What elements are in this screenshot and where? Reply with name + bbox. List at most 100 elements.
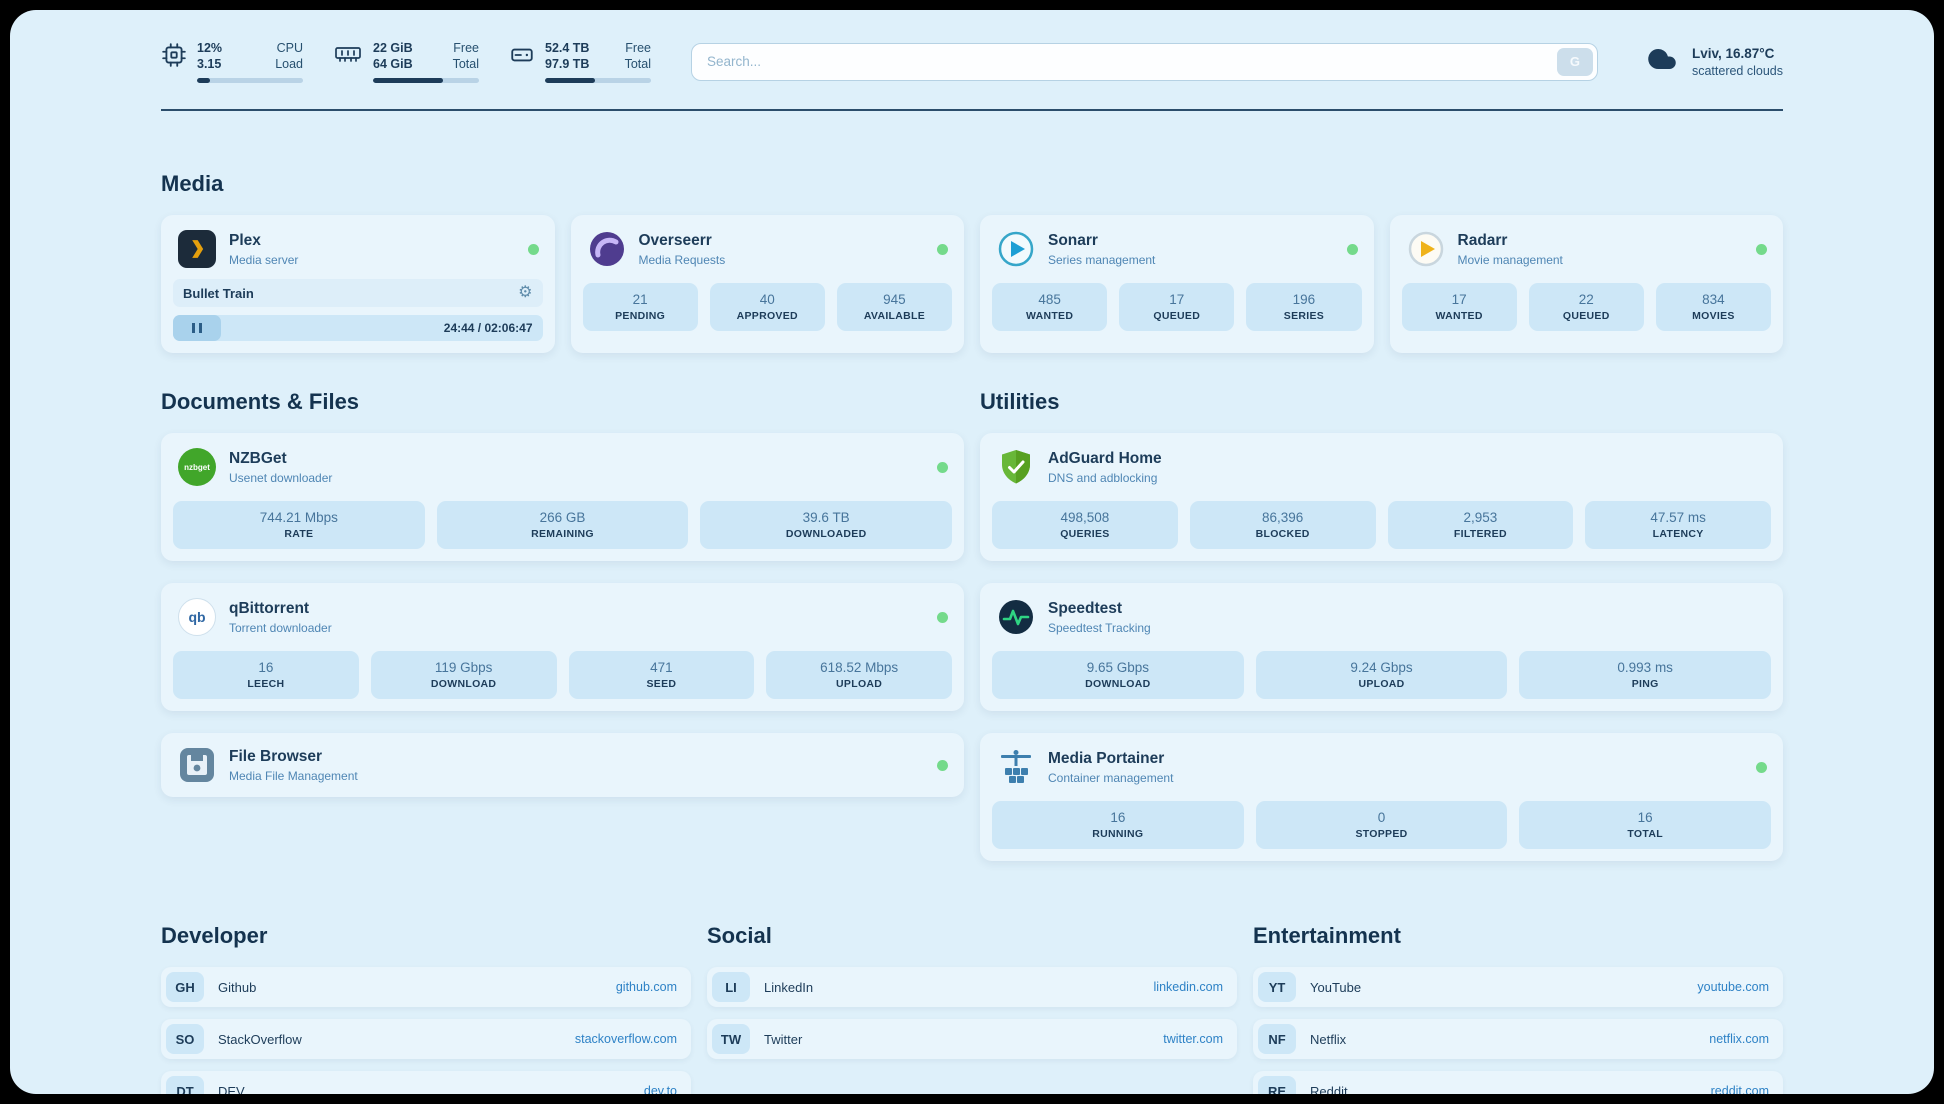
gear-icon[interactable]: ⚙	[518, 284, 533, 301]
card-radarr[interactable]: Radarr Movie management 17 WANTED 22 QUEUE…	[1389, 215, 1783, 353]
status-dot	[937, 759, 948, 771]
ram-metric: 22 GiB Free 64 GiB Total	[333, 40, 479, 83]
section-developer: Developer GH Github github.com SO StackO…	[161, 923, 691, 1094]
cpu-usage-label: CPU	[276, 41, 303, 55]
section-social: Social LI LinkedIn linkedin.com TW Twitt…	[707, 923, 1237, 1094]
stat-download: 9.65 Gbps DOWNLOAD	[992, 651, 1244, 699]
stat-filtered: 2,953 FILTERED	[1387, 501, 1574, 549]
service-subtitle: Movie management	[1457, 252, 1563, 267]
speedtest-icon	[996, 597, 1036, 637]
now-playing-title: Bullet Train	[183, 285, 254, 301]
ram-total-label: Total	[452, 57, 479, 71]
reddit-icon: RE	[1258, 1076, 1296, 1094]
portainer-icon	[996, 747, 1036, 787]
stat-wanted: 485 WANTED	[992, 283, 1108, 331]
bookmark-linkedin[interactable]: LI LinkedIn linkedin.com	[707, 967, 1237, 1007]
stat-total: 16 TOTAL	[1519, 801, 1772, 849]
service-name: Overseerr	[638, 231, 712, 249]
stat-downloaded: 39.6 TB DOWNLOADED	[700, 501, 953, 549]
radarr-icon	[1406, 229, 1446, 269]
card-nzbget[interactable]: nzbget NZBGet Usenet downloader 744.21 M…	[161, 433, 964, 561]
status-dot	[1756, 761, 1767, 773]
bookmark-stackoverflow[interactable]: SO StackOverflow stackoverflow.com	[161, 1019, 691, 1059]
disk-progress-bar	[545, 78, 651, 83]
card-filebrowser[interactable]: File Browser Media File Management	[161, 733, 964, 797]
playback-progress-bar[interactable]: 24:44 / 02:06:47	[173, 315, 543, 341]
stat-series: 196 SERIES	[1246, 283, 1362, 331]
stat-upload: 618.52 Mbps UPLOAD	[766, 651, 952, 699]
pause-button[interactable]	[173, 315, 221, 341]
stat-queued: 17 QUEUED	[1119, 283, 1235, 331]
stat-leech: 16 LEECH	[173, 651, 359, 699]
status-dot	[937, 243, 948, 255]
entertainment-section-title: Entertainment	[1253, 923, 1401, 948]
search-bar: G	[691, 42, 1598, 81]
bookmark-twitter[interactable]: TW Twitter twitter.com	[707, 1019, 1237, 1059]
service-name: Speedtest	[1048, 599, 1123, 617]
service-subtitle: DNS and adblocking	[1048, 470, 1158, 485]
stat-blocked: 86,396 BLOCKED	[1189, 501, 1376, 549]
card-qbittorrent[interactable]: qb qBittorrent Torrent downloader 16 LEEC…	[161, 583, 964, 711]
service-subtitle: Media Requests	[638, 252, 726, 267]
documents-section-title: Documents & Files	[161, 389, 360, 414]
service-name: Sonarr	[1048, 231, 1098, 249]
search-engine-button[interactable]: G	[1556, 47, 1593, 76]
utilities-section-title: Utilities	[980, 389, 1060, 414]
stat-stopped: 0 STOPPED	[1255, 801, 1508, 849]
adguard-icon	[996, 447, 1036, 487]
stat-queries: 498,508 QUERIES	[992, 501, 1178, 549]
disk-free-value: 52.4 TB	[545, 41, 590, 55]
cpu-progress-bar	[197, 78, 303, 83]
card-sonarr[interactable]: Sonarr Series management 485 WANTED 17 QUE…	[980, 215, 1374, 353]
section-utilities: Utilities AdGuard Home	[980, 389, 1783, 861]
service-subtitle: Media server	[229, 252, 299, 267]
service-subtitle: Container management	[1048, 770, 1174, 785]
service-subtitle: Speedtest Tracking	[1048, 620, 1151, 635]
service-name: Radarr	[1457, 231, 1508, 249]
plex-now-playing: Bullet Train ⚙ 24:44 / 02:06:47	[161, 279, 555, 353]
service-name: NZBGet	[229, 449, 287, 467]
search-input[interactable]	[691, 42, 1598, 81]
social-section-title: Social	[707, 923, 772, 948]
disk-icon	[509, 42, 535, 73]
bookmark-youtube[interactable]: YT YouTube youtube.com	[1253, 967, 1783, 1007]
disk-total-label: Total	[624, 57, 651, 71]
playback-time: 24:44 / 02:06:47	[443, 321, 533, 335]
bookmark-github[interactable]: GH Github github.com	[161, 967, 691, 1007]
bookmark-netflix[interactable]: NF Netflix netflix.com	[1253, 1019, 1783, 1059]
disk-metric: 52.4 TB Free 97.9 TB Total	[509, 40, 651, 83]
card-portainer[interactable]: Media Portainer Container management 16 R…	[980, 733, 1783, 861]
stat-available: 945 AVAILABLE	[836, 283, 953, 331]
media-section-title: Media	[161, 171, 224, 196]
youtube-icon: YT	[1258, 972, 1296, 1002]
bookmark-reddit[interactable]: RE Reddit reddit.com	[1253, 1071, 1783, 1094]
stat-latency: 47.57 ms LATENCY	[1585, 501, 1771, 549]
card-speedtest[interactable]: Speedtest Speedtest Tracking 9.65 Gbps DO…	[980, 583, 1783, 711]
ram-free-label: Free	[453, 41, 479, 55]
service-subtitle: Series management	[1048, 252, 1156, 267]
stat-approved: 40 APPROVED	[709, 283, 825, 331]
cpu-usage-value: 12%	[197, 41, 223, 55]
section-entertainment: Entertainment YT YouTube youtube.com NF …	[1253, 923, 1783, 1094]
card-overseerr[interactable]: Overseerr Media Requests 21 PENDING 40 APP…	[570, 215, 964, 353]
card-adguard[interactable]: AdGuard Home DNS and adblocking 498,508 Q…	[980, 433, 1783, 561]
stat-running: 16 RUNNING	[992, 801, 1244, 849]
stat-remaining: 266 GB REMAINING	[436, 501, 689, 549]
status-dot	[1346, 243, 1358, 255]
weather-condition: scattered clouds	[1691, 63, 1783, 78]
netflix-icon: NF	[1258, 1024, 1296, 1054]
filebrowser-icon	[177, 745, 217, 785]
bookmark-dev[interactable]: DT DEV dev.to	[161, 1071, 691, 1094]
stat-upload: 9.24 Gbps UPLOAD	[1255, 651, 1508, 699]
stat-download: 119 Gbps DOWNLOAD	[370, 651, 557, 699]
cpu-metric: 12% CPU 3.15 Load	[161, 40, 303, 83]
service-subtitle: Usenet downloader	[229, 470, 333, 485]
disk-total-value: 97.9 TB	[545, 57, 590, 71]
top-bar: 12% CPU 3.15 Load 22 GiB Free 64 Gi	[161, 10, 1783, 83]
cpu-load-label: Load	[275, 57, 303, 71]
disk-free-label: Free	[625, 41, 651, 55]
status-dot	[937, 461, 948, 473]
dashboard-page: 12% CPU 3.15 Load 22 GiB Free 64 Gi	[10, 10, 1934, 1094]
card-plex[interactable]: Plex Media server Bullet Train ⚙ 24:44 /…	[161, 215, 555, 353]
weather-widget: Lviv, 16.87°C scattered clouds	[1644, 44, 1783, 79]
